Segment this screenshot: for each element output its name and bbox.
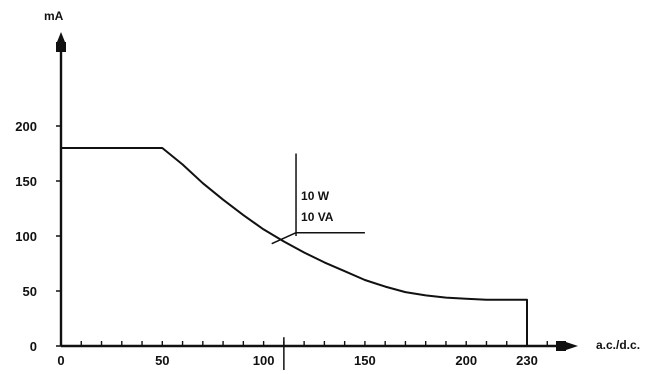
series bbox=[60, 147, 528, 347]
annotations: 10 W 10 VA bbox=[271, 153, 365, 370]
y-axis-label: mA bbox=[44, 9, 64, 23]
x-tick-label: 200 bbox=[455, 353, 477, 368]
annotation-10w: 10 W bbox=[301, 189, 330, 203]
current-curve bbox=[61, 147, 528, 346]
y-tick-label: 0 bbox=[30, 339, 37, 354]
x-axis-arrow-head bbox=[566, 342, 578, 350]
y-axis-arrow-head bbox=[57, 32, 65, 42]
x-tick-label: 0 bbox=[57, 353, 64, 368]
y-tick-label: 50 bbox=[23, 284, 37, 299]
x-tick-label: 100 bbox=[253, 353, 275, 368]
axes bbox=[56, 32, 578, 351]
ticks: 0 50 100 150 200 0 50 100 150 200 230 bbox=[15, 119, 548, 368]
annotation-pointer bbox=[271, 232, 297, 245]
x-tick-label: 230 bbox=[516, 353, 538, 368]
x-axis-arrow-body bbox=[556, 341, 566, 351]
x-tick-label: 50 bbox=[155, 353, 169, 368]
y-tick-label: 150 bbox=[15, 174, 37, 189]
x-axis-label: a.c./d.c. bbox=[596, 338, 640, 352]
y-tick-label: 100 bbox=[15, 229, 37, 244]
annotation-10va: 10 VA bbox=[301, 210, 334, 224]
y-axis-arrow-body bbox=[56, 42, 66, 52]
x-tick-label: 150 bbox=[354, 353, 376, 368]
y-tick-label: 200 bbox=[15, 119, 37, 134]
